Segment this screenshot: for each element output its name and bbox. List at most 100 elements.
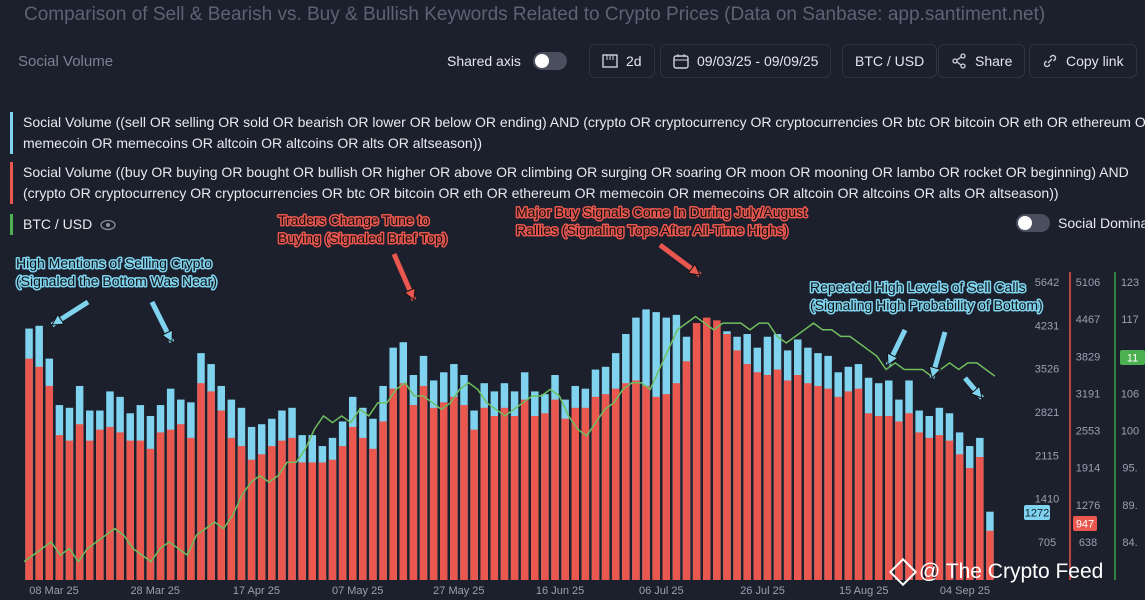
last-value-label: 947: [1076, 519, 1094, 531]
x-tick-label: 04 Sep 25: [940, 585, 990, 597]
pair-button[interactable]: BTC / USD: [842, 44, 938, 78]
buy-bar: [86, 440, 94, 580]
annotation-text: Major Buy Signals Come In During July/Au…: [516, 204, 807, 220]
annotations-layer: High Mentions of Selling Crypto (Signaled…: [15, 203, 1044, 400]
x-axis: 08 Mar 25 28 Mar 25 17 Apr 25 07 May 25 27 M…: [29, 585, 990, 597]
shared-axis-toggle[interactable]: [532, 52, 567, 70]
buy-bar: [470, 429, 478, 580]
last-value-label: 11: [1127, 353, 1138, 365]
buy-bar: [814, 385, 822, 580]
arrow-head: [928, 365, 942, 380]
share-button[interactable]: Share: [938, 44, 1026, 78]
annotation-arrow: [928, 331, 948, 380]
buy-bar: [419, 385, 428, 580]
buy-bar: [379, 421, 387, 580]
buy-bar: [298, 462, 306, 580]
last-value-label: 1272: [1025, 508, 1049, 520]
y-tick-label: 2821: [1035, 407, 1059, 419]
buy-bar: [146, 448, 155, 580]
legend-buy-line1: Social Volume ((buy OR buying OR bought …: [23, 164, 1129, 180]
legend-sell-line1: Social Volume ((sell OR selling OR sold …: [23, 114, 1145, 130]
annotation-text: Traders Change Tune to: [278, 212, 429, 228]
y-tick-label: 638: [1079, 537, 1097, 549]
y-tick-label: 84.: [1122, 537, 1137, 549]
annotation-arrow: [391, 253, 417, 301]
buy-bar: [794, 375, 802, 580]
buy-bar: [581, 407, 590, 580]
social-dominance-control[interactable]: Social Domina: [1016, 214, 1145, 232]
buy-bar: [106, 426, 114, 580]
copy-link-button[interactable]: Copy link: [1029, 44, 1137, 78]
buy-bar: [338, 446, 347, 580]
legend-sell-line2: memecoin OR memecoins OR altcoin OR altc…: [23, 135, 483, 151]
buy-bar: [591, 396, 600, 580]
x-tick-label: 16 Jun 25: [536, 585, 584, 597]
buy-bar: [35, 366, 43, 580]
date-range-button[interactable]: 09/03/25 - 09/09/25: [660, 44, 832, 78]
interval-button[interactable]: 2d: [589, 44, 655, 78]
buy-bar: [166, 429, 175, 580]
arrow-head: [403, 287, 416, 301]
buy-bar: [925, 437, 933, 580]
buy-bar: [399, 383, 408, 580]
buy-bar: [328, 459, 337, 580]
buy-bar: [986, 530, 994, 580]
buy-bar: [965, 467, 974, 580]
legend-sell[interactable]: Social Volume ((sell OR selling OR sold …: [10, 112, 1145, 154]
copy-link-label: Copy link: [1066, 53, 1124, 69]
buy-bar: [541, 413, 549, 580]
buy-bar: [682, 361, 691, 580]
watermark-text: @ The Crypto Feed: [919, 560, 1104, 583]
social-dominance-label: Social Domina: [1058, 215, 1145, 231]
buy-bar: [187, 437, 195, 580]
chart-title: Comparison of Sell & Bearish vs. Buy & B…: [24, 4, 1046, 25]
buy-bar: [824, 388, 832, 580]
buy-bar: [692, 323, 701, 580]
y-tick-label: 5642: [1035, 277, 1059, 289]
buy-bar: [622, 383, 630, 580]
buy-bar: [45, 385, 54, 580]
buy-bar: [976, 457, 984, 580]
buy-bar: [177, 424, 185, 580]
x-tick-label: 15 Aug 25: [839, 585, 889, 597]
arrow-head: [161, 329, 173, 343]
buy-bar: [895, 421, 903, 580]
annotation-text: Rallies (Signaling Tops After All-Time H…: [516, 222, 788, 238]
buy-bar: [844, 391, 853, 580]
annotation-arrow: [658, 243, 702, 277]
buy-bar: [126, 440, 134, 580]
shared-axis-control[interactable]: Shared axis: [447, 44, 567, 78]
eye-icon[interactable]: [100, 219, 116, 231]
annotation-arrow: [963, 376, 984, 400]
buy-bar: [804, 383, 812, 580]
buy-bar: [237, 446, 246, 580]
buy-bar: [288, 437, 296, 580]
buy-bar: [55, 435, 64, 580]
annotation-arrow: [50, 299, 90, 328]
x-tick-label: 26 Jul 25: [740, 585, 785, 597]
buy-bar: [65, 440, 74, 580]
legend-btc[interactable]: BTC / USD: [10, 214, 116, 235]
y-tick-label: 1410: [1035, 494, 1059, 506]
annotation-text: (Signaling High Probability of Bottom): [810, 297, 1043, 313]
buy-bar: [116, 432, 124, 580]
legend-buy[interactable]: Social Volume ((buy OR buying OR bought …: [10, 162, 1129, 204]
buy-bar: [359, 437, 367, 580]
buy-bar: [318, 462, 327, 580]
arrow-head: [687, 263, 701, 276]
buy-bar: [874, 416, 883, 580]
buy-bar: [551, 399, 559, 580]
bars-layer: [25, 309, 994, 580]
watermark: @ The Crypto Feed: [888, 557, 1104, 587]
buy-bar: [642, 385, 650, 580]
buy-bar: [763, 375, 772, 580]
buy-bar: [520, 399, 529, 580]
social-dominance-toggle[interactable]: [1016, 214, 1050, 232]
annotation-text: High Mentions of Selling Crypto: [16, 255, 212, 271]
buy-bar: [389, 388, 397, 580]
panel-name: Social Volume: [18, 53, 114, 70]
buy-bar: [197, 383, 205, 580]
buy-bar: [490, 416, 499, 580]
buy-bar: [348, 426, 357, 580]
annotation-text: Buying (Signaled Brief Top): [278, 230, 447, 246]
